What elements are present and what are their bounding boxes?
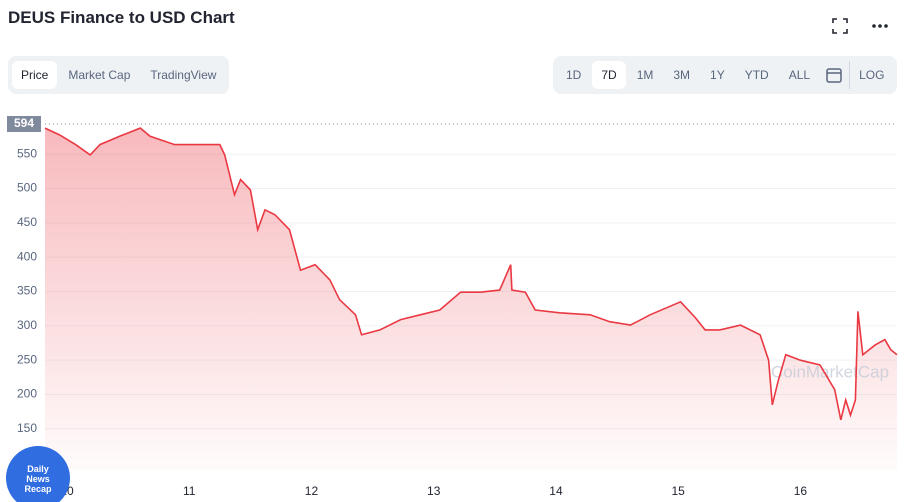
toolbar-icons[interactable] (830, 16, 900, 36)
range[interactable]: 7D (592, 61, 626, 89)
x-tick-label: 16 (794, 484, 808, 498)
x-tick-label: 14 (549, 484, 563, 498)
tab[interactable]: Market Cap (68, 68, 131, 82)
range[interactable]: ALL (788, 68, 811, 82)
badge-text: Recap (24, 484, 52, 494)
price-line (44, 127, 898, 421)
x-tick-label: 11 (183, 484, 196, 498)
range-group: 1D 7D 1M 3M 1Y YTD ALL LOG (553, 56, 898, 94)
range[interactable]: YTD (744, 68, 769, 82)
y-tick-label: 300 (17, 318, 37, 332)
y-tick-label: 150 (17, 421, 37, 435)
badge: Daily News Recap (6, 446, 70, 502)
tab-group: Price Market Cap TradingView (8, 56, 230, 94)
y-tick-label: 450 (17, 215, 37, 229)
log-toggle[interactable]: LOG (849, 61, 893, 89)
y-tick-label: 400 (17, 249, 37, 263)
range[interactable]: 1D (566, 68, 582, 82)
x-tick-label: 15 (672, 484, 686, 498)
x-tick-label: 13 (427, 484, 441, 498)
y-tick-label: 200 (17, 387, 37, 401)
watermark: CoinMarketCap (771, 362, 889, 381)
area-fill (45, 128, 897, 470)
y-tick-label: 550 (17, 146, 37, 160)
range[interactable]: 1M (636, 68, 654, 82)
range[interactable]: 3M (673, 68, 691, 82)
x-tick-label: 12 (305, 484, 319, 498)
current-price-box (7, 115, 41, 132)
y-tick-label: 250 (17, 352, 37, 366)
calendar-icon[interactable] (821, 65, 847, 85)
y-tick-label: 500 (17, 181, 37, 195)
y-tick-label: 350 (17, 284, 37, 298)
badge-text: News (26, 474, 50, 484)
badge-text: Daily (27, 464, 49, 474)
current-price-label: 594 (14, 116, 34, 130)
range[interactable]: 1Y (710, 68, 725, 82)
tab[interactable]: TradingView (150, 68, 217, 82)
title: DEUS Finance to USD Chart (8, 8, 235, 27)
tab[interactable]: Price (12, 61, 58, 89)
